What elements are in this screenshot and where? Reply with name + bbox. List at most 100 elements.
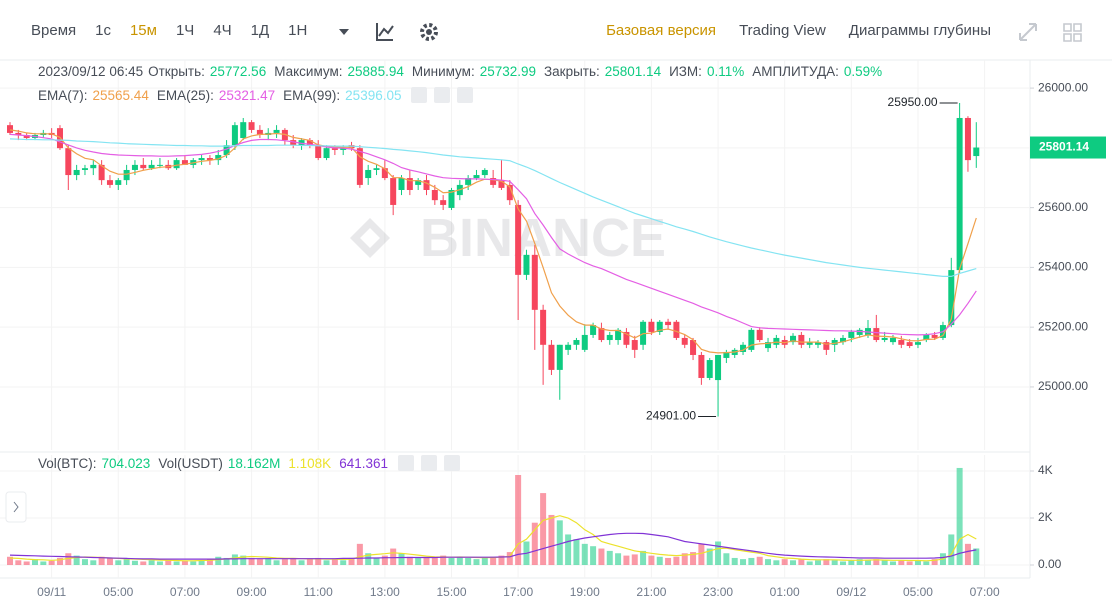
volume-bar [873, 559, 880, 566]
more-intervals[interactable] [339, 29, 349, 35]
interval-label: Время [31, 22, 77, 39]
candle-body [914, 342, 921, 345]
interval-option[interactable]: 4Ч [213, 22, 232, 39]
candle-body [115, 180, 122, 185]
legend-series-name: EMA(99): [283, 87, 341, 103]
candle-body [365, 169, 372, 179]
legend-field-value: 25732.99 [479, 64, 537, 79]
x-tick-label: 09/11 [37, 585, 66, 599]
hide-button[interactable] [398, 455, 414, 471]
y-tick-label: 4K [1038, 463, 1053, 477]
volume-bar [31, 559, 38, 566]
candle-body [131, 164, 138, 170]
volume-bar [398, 553, 405, 566]
candle-body [440, 200, 447, 205]
settings-button[interactable] [421, 455, 437, 471]
candle-body [331, 148, 338, 150]
y-tick-label: 25400.00 [1038, 260, 1088, 274]
legend-field-value: 25885.94 [347, 64, 404, 79]
volume-bar [165, 560, 172, 566]
view-tab[interactable]: Trading View [739, 22, 826, 39]
candle-body [448, 190, 455, 208]
volume-bar [48, 560, 55, 566]
volume-bar [956, 467, 963, 566]
candle-body [490, 178, 497, 185]
candle-body [973, 147, 980, 157]
interval-option[interactable]: 1с [95, 22, 111, 39]
candle-body [140, 164, 147, 169]
candle-body [606, 334, 613, 341]
candle-body [381, 168, 388, 179]
volume-bar [106, 557, 113, 566]
fullscreen-icon[interactable] [1019, 23, 1037, 41]
candle-body [173, 160, 180, 169]
y-tick-label: 26000.00 [1038, 80, 1088, 94]
volume-bar [131, 560, 138, 566]
view-tab[interactable]: Базовая версия [606, 22, 717, 39]
volume-bar [631, 554, 638, 566]
view-tab[interactable]: Диаграммы глубины [848, 22, 991, 39]
candle-body [15, 132, 22, 136]
candle-body [848, 331, 855, 338]
candle-body [565, 344, 572, 350]
candle-body [181, 160, 188, 165]
candle-body [73, 169, 80, 176]
settings-icon[interactable] [420, 23, 438, 41]
legend-field-name: Закрыть: [544, 64, 600, 79]
interval-option[interactable]: 15м [129, 22, 157, 39]
watermark-logo-inner [360, 228, 380, 248]
interval-option[interactable]: 1Н [288, 22, 308, 39]
ema-line [9, 133, 977, 336]
interval-option[interactable]: 1Ч [175, 22, 195, 39]
grid [0, 60, 1030, 578]
volume-bar [606, 550, 613, 566]
ema-line [9, 138, 977, 277]
candle-body [206, 158, 213, 161]
candle-body [623, 331, 630, 345]
candle-body [690, 340, 697, 355]
candle-body [531, 254, 538, 310]
close-button[interactable] [444, 455, 460, 471]
volume-bar [348, 557, 355, 566]
legend-series-value: 25565.44 [92, 87, 149, 103]
indicators-icon[interactable] [376, 23, 394, 41]
settings-button[interactable] [434, 87, 451, 103]
candle-body [956, 117, 963, 271]
volume-bar [806, 561, 813, 566]
candle-body [156, 164, 163, 166]
candle-body [231, 125, 238, 146]
volume-bar [906, 561, 913, 566]
close-button[interactable] [457, 87, 474, 103]
layout-icon[interactable] [1063, 23, 1082, 42]
interval-option[interactable]: 1Д [250, 22, 270, 39]
volume-bar [256, 559, 263, 566]
candle-body [340, 148, 347, 150]
volume-bar [548, 514, 555, 566]
candle-body [790, 335, 797, 343]
candle-body [673, 321, 680, 338]
candle-body [148, 164, 155, 169]
volume-bar [615, 553, 622, 566]
volume-bar [456, 556, 463, 566]
volume-bar [740, 559, 747, 566]
legend-series-value: 25321.47 [218, 87, 276, 103]
volume-bar [281, 559, 288, 566]
volume-bar [206, 559, 213, 566]
x-tick-label: 05:00 [903, 585, 933, 599]
candle-body [390, 178, 397, 205]
volume-bar [81, 559, 88, 566]
volume-bar [40, 561, 47, 566]
settings-icon-center [426, 29, 432, 35]
volume-bar [723, 553, 730, 566]
hide-button[interactable] [411, 87, 428, 103]
volume-bar [373, 557, 380, 566]
x-tick-label: 07:00 [970, 585, 1000, 599]
volume-bar [56, 557, 63, 566]
volume-bar [198, 560, 205, 566]
volume-bar [756, 556, 763, 566]
volume-bar [390, 548, 397, 566]
candle-body [273, 129, 280, 133]
side-toggle[interactable] [5, 491, 27, 523]
